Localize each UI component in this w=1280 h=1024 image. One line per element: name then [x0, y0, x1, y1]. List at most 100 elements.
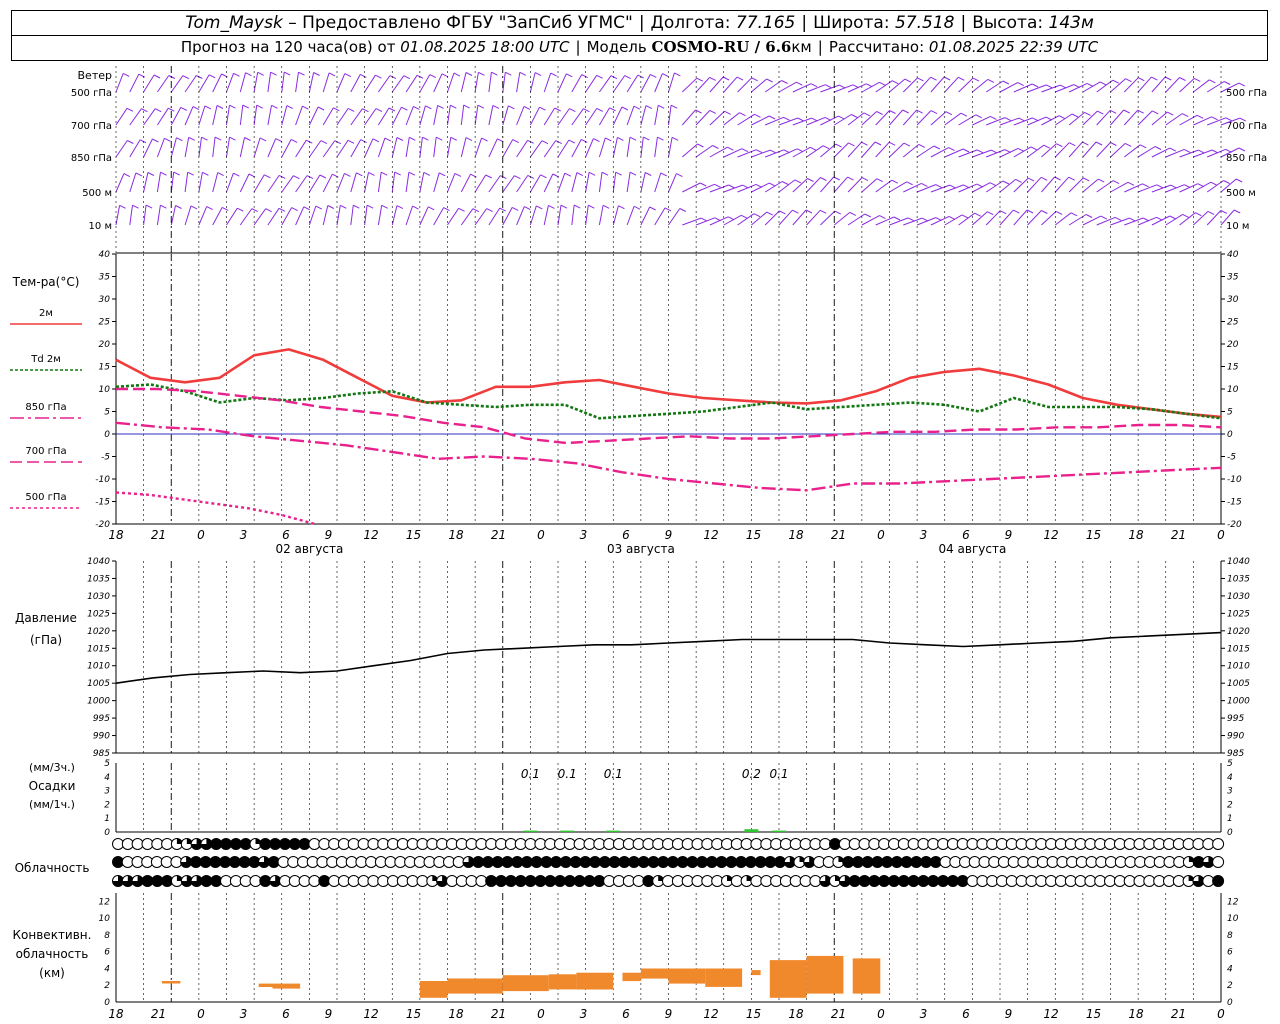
cloud-cover-circle [927, 838, 940, 850]
wind-barb-feather [645, 105, 653, 110]
hour-tick-label: 12 [1043, 1007, 1058, 1021]
wind-barb-staff [875, 141, 890, 158]
wind-barb-feather [427, 206, 435, 211]
pres-axis-unit: (гПа) [30, 633, 62, 647]
pres-tick-label-r: 1000 [1227, 697, 1250, 707]
wind-barb-feather [838, 84, 846, 89]
wind-barb-staff [889, 217, 909, 226]
wind-barb-staff [170, 107, 182, 126]
wind-barb-feather [903, 142, 911, 147]
wind-barb-staff [391, 137, 398, 158]
wind-barb-staff [1068, 112, 1085, 126]
pres-tick-label-r: 990 [1227, 732, 1244, 742]
conv-tick-label-r: 10 [1227, 914, 1239, 924]
wind-barb-feather [168, 75, 176, 79]
temp-tick-label: 35 [99, 273, 111, 283]
wind-barb-staff [433, 207, 445, 226]
wind-barb-staff [668, 208, 681, 226]
hour-tick-label: 3 [240, 528, 248, 542]
wind-barb-feather [728, 184, 735, 189]
conv-cloud-bar [162, 981, 181, 984]
wind-barb-staff [253, 174, 265, 193]
wind-barb-feather [126, 107, 134, 112]
wind-barb-feather [593, 138, 600, 143]
wind-barb-staff [654, 73, 663, 93]
wind-barb-feather [822, 145, 830, 150]
wind-barb-staff [364, 74, 376, 93]
wind-barb-feather [396, 205, 404, 210]
wind-barb-feather [356, 172, 363, 177]
wind-barb-feather [1002, 180, 1010, 185]
cloud-cover-three-quarter [463, 856, 475, 868]
wind-barb-feather [458, 207, 465, 212]
wind-barb-staff [1207, 117, 1226, 126]
conv-cloud-bar [751, 970, 761, 976]
wind-barb-feather [1223, 180, 1230, 184]
wind-barb-staff [626, 106, 635, 126]
wind-barb-staff [543, 173, 554, 193]
cloud-cover-circle [573, 838, 586, 850]
wind-barb-feather [534, 72, 542, 77]
wind-barb-staff [668, 173, 677, 193]
hour-tick-label: 21 [151, 1007, 166, 1021]
wind-barb-feather [372, 138, 380, 143]
wind-barb-staff [999, 209, 1014, 226]
wind-barb-feather [233, 72, 240, 77]
hour-tick-label: 21 [151, 528, 166, 542]
wind-barb-staff [474, 208, 488, 226]
wind-barb-feather [560, 204, 568, 209]
wind-barb-staff [1123, 144, 1141, 158]
cloud-cover-circle [220, 838, 232, 850]
wind-barb-staff [267, 105, 272, 126]
hour-tick-label: 15 [406, 528, 421, 542]
wind-barb-feather [629, 136, 637, 141]
hour-tick-label: 18 [108, 528, 124, 542]
wind-barb-staff [1082, 141, 1097, 158]
wind-barb-staff [1054, 176, 1070, 193]
wind-barb-staff [281, 105, 288, 126]
wind-barb-staff [930, 215, 950, 226]
wind-barb-feather [347, 107, 355, 112]
hour-tick-label: 12 [703, 1007, 718, 1021]
temp-legend-label: Td 2м [30, 354, 61, 365]
precip-bar [744, 829, 759, 832]
wind-barb-feather [1210, 181, 1218, 186]
wind-barb-staff [433, 172, 440, 193]
wind-barb-staff [972, 79, 989, 93]
precip-bar [772, 830, 786, 832]
lat-label: Широта: [813, 13, 890, 33]
pres-tick-label-r: 1035 [1227, 574, 1250, 584]
wind-barb-staff [502, 72, 506, 93]
wind-barb-feather [443, 207, 450, 212]
wind-barb-feather [960, 112, 968, 117]
hour-tick-label: 9 [1005, 1007, 1013, 1021]
wind-barb-staff [1110, 109, 1125, 126]
pres-tick-label: 990 [93, 732, 110, 742]
wind-barb-feather [962, 148, 970, 153]
wind-barb-staff [958, 183, 978, 193]
wind-barb-staff [723, 112, 740, 126]
wind-barb-feather [918, 143, 926, 148]
wind-barb-feather [566, 73, 573, 78]
wind-barb-feather [132, 204, 139, 209]
wind-barb-feather [700, 217, 708, 222]
wind-barb-feather [1099, 81, 1107, 86]
wind-barb-staff [695, 183, 715, 193]
wind-barb-feather [722, 76, 730, 81]
wind-barb-staff [695, 77, 711, 93]
wind-barb-feather [1070, 212, 1078, 217]
wind-barb-staff [751, 182, 770, 193]
wind-barb-feather [478, 71, 485, 76]
wind-barb-feather [1198, 149, 1205, 154]
wind-barb-feather [554, 107, 561, 112]
precip-amount-label: 0.2 [742, 767, 761, 781]
wind-barb-staff [889, 78, 906, 93]
wind-barb-feather [389, 75, 397, 80]
wind-barb-staff [308, 72, 315, 93]
wind-barb-feather [610, 75, 618, 80]
cloud-cover-circle [750, 838, 763, 850]
wind-barb-staff [681, 109, 696, 126]
wind-barb-feather [265, 208, 272, 213]
wind-barb-staff [460, 72, 467, 93]
wind-barb-staff [1041, 176, 1055, 193]
